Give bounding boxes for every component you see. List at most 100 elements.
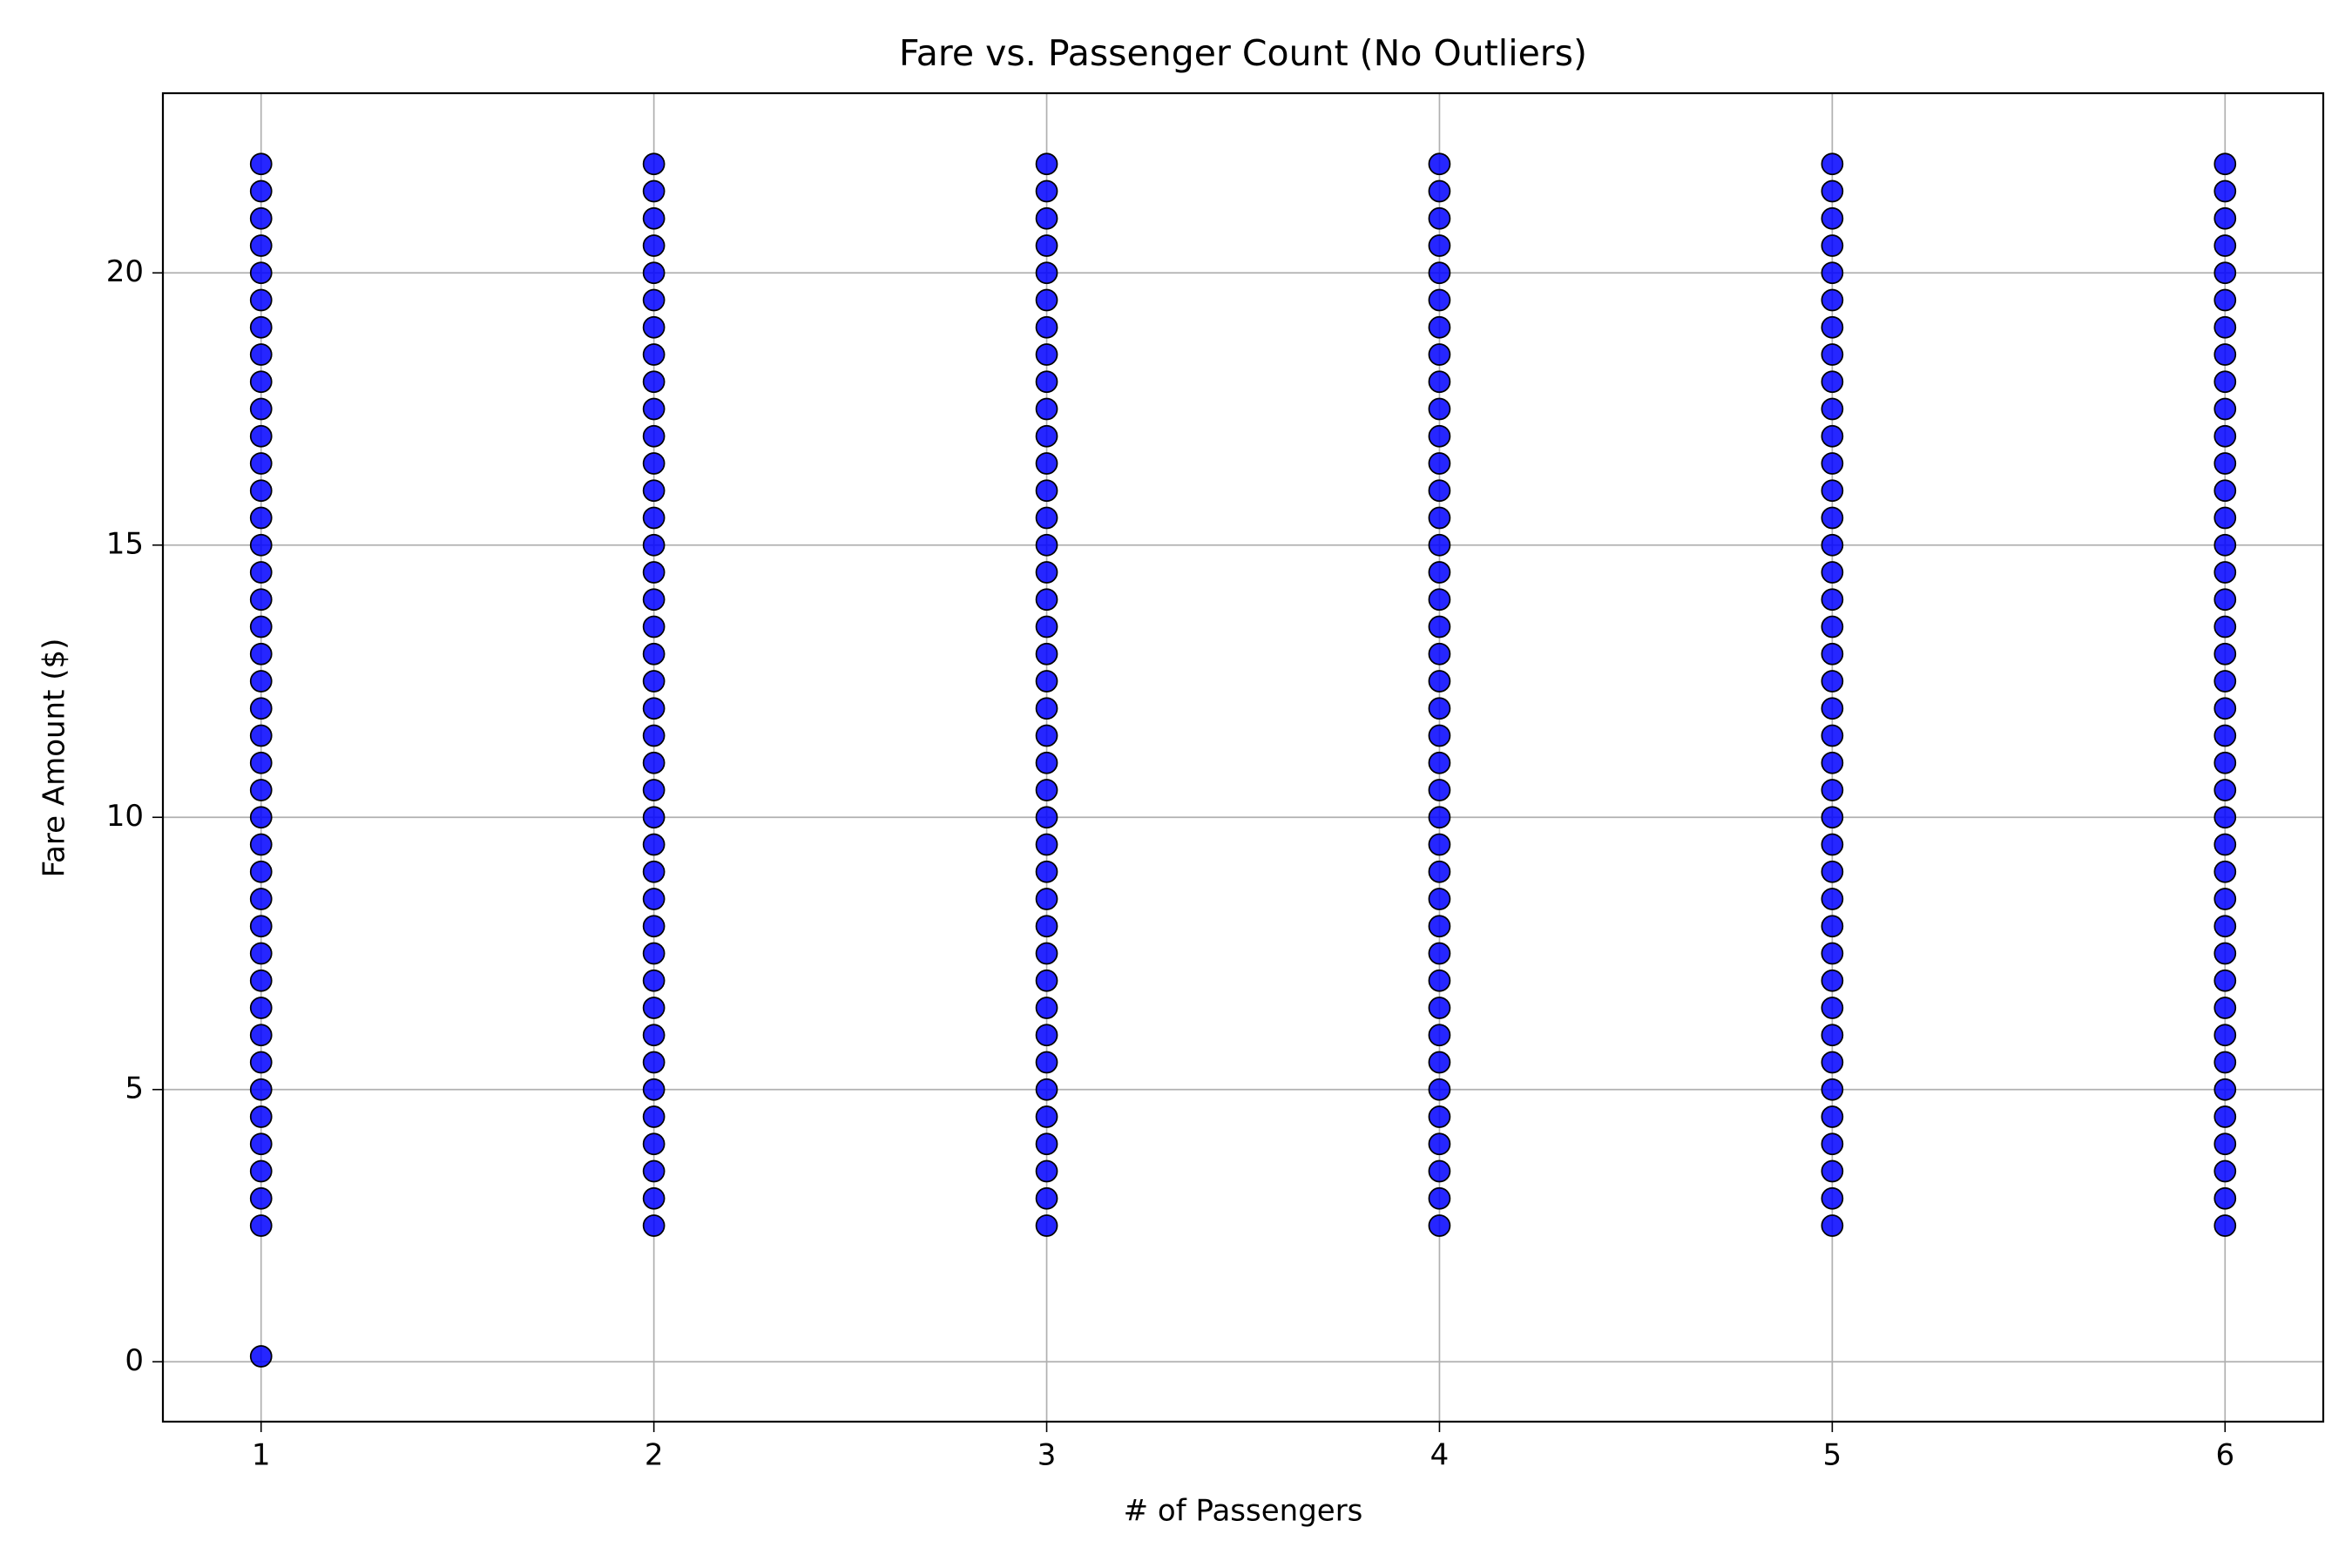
- point: [2213, 942, 2237, 965]
- point: [249, 1078, 273, 1101]
- point: [1428, 288, 1451, 312]
- point: [1821, 479, 1844, 503]
- point: [1428, 561, 1451, 584]
- point: [1035, 915, 1058, 938]
- point: [249, 1051, 273, 1074]
- point: [1428, 1186, 1451, 1210]
- point: [1035, 397, 1058, 421]
- point: [2213, 1186, 2237, 1210]
- point: [1035, 533, 1058, 557]
- point: [2213, 779, 2237, 801]
- point: [1821, 424, 1844, 448]
- point: [642, 1214, 666, 1237]
- point: [1035, 1078, 1058, 1101]
- point: [1428, 806, 1451, 829]
- point: [249, 424, 273, 448]
- point: [249, 561, 273, 584]
- point: [2213, 261, 2237, 285]
- point: [1428, 1078, 1451, 1101]
- point: [1821, 1214, 1844, 1237]
- point: [1035, 479, 1058, 503]
- point: [1821, 670, 1844, 693]
- point: [642, 888, 666, 910]
- point: [249, 888, 273, 910]
- point: [642, 152, 666, 176]
- point: [1035, 206, 1058, 230]
- point: [642, 751, 666, 774]
- point: [642, 315, 666, 339]
- point: [642, 860, 666, 883]
- point: [1428, 261, 1451, 285]
- point: [642, 1051, 666, 1074]
- point: [642, 424, 666, 448]
- point: [249, 751, 273, 774]
- point: [1821, 860, 1844, 883]
- point: [1821, 533, 1844, 557]
- point: [642, 1159, 666, 1183]
- point: [1428, 642, 1451, 666]
- point: [1428, 888, 1451, 910]
- point: [2213, 915, 2237, 938]
- point: [2213, 751, 2237, 774]
- point: [1821, 1105, 1844, 1128]
- point: [1428, 1105, 1451, 1128]
- point: [249, 588, 273, 612]
- point: [249, 288, 273, 312]
- x-axis-label: # of Passengers: [1124, 1494, 1363, 1529]
- point: [1035, 370, 1058, 394]
- point: [642, 452, 666, 475]
- point: [249, 152, 273, 176]
- point: [1428, 370, 1451, 394]
- point: [2213, 860, 2237, 883]
- point: [1428, 397, 1451, 421]
- point: [642, 561, 666, 584]
- point: [1428, 1159, 1451, 1183]
- x-tick-label: 6: [2215, 1438, 2234, 1473]
- point: [249, 234, 273, 257]
- point: [1428, 315, 1451, 339]
- point: [1821, 1132, 1844, 1156]
- x-tick-label: 1: [252, 1438, 271, 1473]
- point: [642, 697, 666, 720]
- point: [2213, 670, 2237, 693]
- chart-title: Fare vs. Passenger Count (No Outliers): [899, 32, 1587, 74]
- point: [1035, 179, 1058, 203]
- point: [642, 969, 666, 992]
- point: [249, 533, 273, 557]
- point: [2213, 697, 2237, 720]
- point: [642, 370, 666, 394]
- point: [249, 397, 273, 421]
- point: [2213, 234, 2237, 257]
- point: [642, 915, 666, 938]
- point: [2213, 588, 2237, 612]
- point: [1035, 588, 1058, 612]
- point: [1821, 315, 1844, 339]
- point: [249, 806, 273, 829]
- point: [1035, 697, 1058, 720]
- point: [249, 615, 273, 639]
- point: [249, 833, 273, 856]
- point: [1428, 343, 1451, 366]
- point: [1428, 833, 1451, 856]
- point: [1035, 969, 1058, 992]
- point: [642, 833, 666, 856]
- points: [249, 152, 2237, 1368]
- y-axis-label: Fare Amount ($): [37, 639, 72, 878]
- point: [1035, 1051, 1058, 1074]
- point: [1428, 969, 1451, 992]
- point: [1821, 588, 1844, 612]
- point: [1035, 615, 1058, 639]
- point: [2213, 424, 2237, 448]
- point: [1035, 1132, 1058, 1156]
- point: [1035, 997, 1058, 1019]
- point: [642, 288, 666, 312]
- point: [1428, 479, 1451, 503]
- point: [2213, 506, 2237, 530]
- point: [2213, 479, 2237, 503]
- point: [249, 860, 273, 883]
- x-tick-label: 5: [1823, 1438, 1842, 1473]
- point: [1428, 1051, 1451, 1074]
- point: [642, 588, 666, 612]
- point: [642, 1078, 666, 1101]
